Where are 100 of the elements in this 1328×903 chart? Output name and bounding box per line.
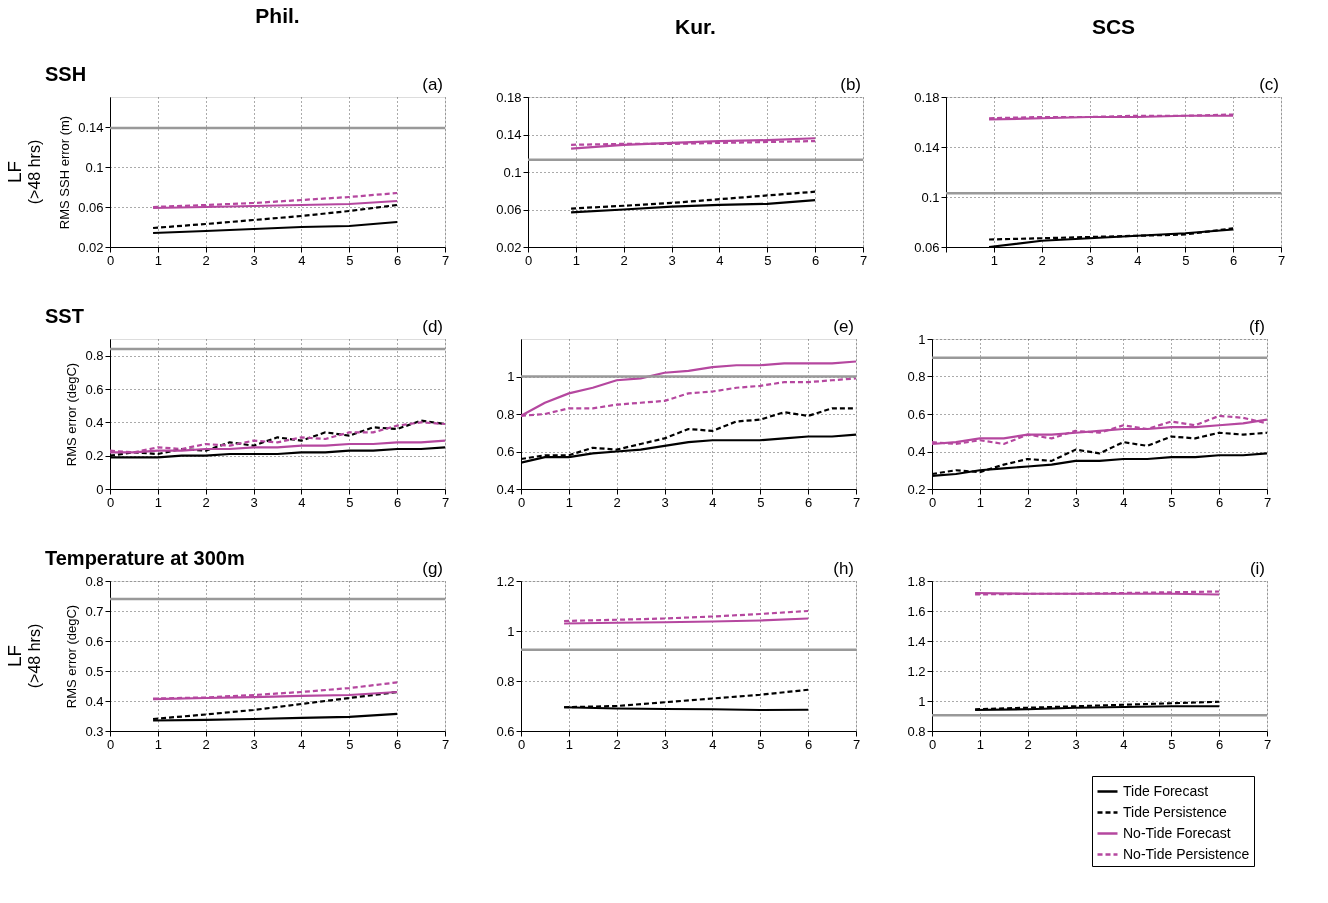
x-tick-label: 3 [250,494,258,510]
y-tick-label: 0.8 [496,406,515,422]
text: (a) [422,75,443,94]
x-tick-label: 0 [106,252,115,268]
x-tick-label: 7 [852,736,861,752]
y-tick-label: 0.8 [907,369,926,384]
y-tick-label: 1 [507,623,515,639]
y-tick-label: 0.8 [907,723,926,739]
chart-title: SCS [1091,15,1136,38]
text: (b) [840,75,861,94]
x-tick-label: 6 [394,494,402,510]
y-tick-label: 1.2 [496,573,515,589]
x-tick-label: 4 [1120,494,1128,510]
y-tick-label: 1 [918,331,926,347]
x-tick-label: 3 [661,494,669,510]
x-tick-label: 6 [1230,252,1238,268]
y-tick-label: 0 [96,481,104,497]
y-tick-label: 0.1 [921,189,940,205]
x-tick-label: 0 [106,494,115,510]
y-tick-label: 0.2 [907,481,926,497]
x-tick-label: 4 [1120,736,1128,752]
x-tick-label: 6 [812,252,820,268]
x-tick-label: 7 [441,252,450,268]
text: LF [4,644,25,668]
y-tick-label: 0.02 [496,239,522,255]
x-tick-label: 2 [1024,494,1032,510]
x-tick-label: 2 [202,252,210,268]
x-tick-label: 7 [1263,494,1272,510]
y-axis-title: RMS error (degC) [64,604,80,709]
y-tick-label: 1 [918,693,926,709]
x-tick-label: 5 [1168,736,1176,752]
x-tick-label: 7 [441,494,450,510]
y-axis-title: RMS error (degC) [64,362,80,467]
chart-title: Kur. [675,15,716,38]
x-tick-label: 1 [990,252,998,268]
x-tick-label: 5 [1168,494,1176,510]
x-tick-label: 5 [757,494,765,510]
x-tick-label: 1 [154,494,162,510]
legend-label: No-Tide Persistence [1123,845,1250,862]
text: (>48 hrs) [26,623,43,689]
x-tick-label: 4 [1134,252,1142,268]
x-tick-label: 1 [572,252,580,268]
x-tick-label: 1 [154,736,162,752]
x-tick-label: 4 [298,494,306,510]
x-tick-label: 5 [757,736,765,752]
chart-subtitle: SSH [45,63,87,85]
x-tick-label: 6 [394,736,402,752]
chart-subtitle: Temperature at 300m [45,547,245,569]
x-tick-label: 1 [976,494,984,510]
x-tick-label: 2 [202,736,210,752]
y-tick-label: 0.8 [496,673,515,689]
y-tick-label: 0.1 [503,164,522,180]
x-tick-label: 1 [154,252,162,268]
text: (>48 hrs) [26,139,43,205]
y-tick-label: 0.18 [914,89,940,105]
x-tick-label: 6 [1216,494,1224,510]
x-tick-label: 0 [524,252,533,268]
text: (e) [833,317,854,336]
y-tick-label: 0.7 [85,603,104,619]
legend-label: No-Tide Forecast [1123,824,1231,841]
x-tick-label: 7 [1263,736,1272,752]
y-tick-label: 0.6 [85,381,104,397]
y-tick-label: 0.5 [85,663,104,679]
x-tick-label: 6 [805,494,813,510]
y-tick-label: 0.06 [914,239,940,255]
chart-subtitle: SST [45,305,84,327]
x-tick-label: 4 [716,252,724,268]
y-tick-label: 0.06 [496,202,522,217]
x-tick-label: 1 [565,494,573,510]
y-tick-label: 0.1 [85,159,104,175]
x-tick-label: 3 [668,252,676,268]
x-tick-label: 1 [565,736,573,752]
y-tick-label: 0.4 [496,481,515,497]
text: (d) [422,317,443,336]
y-tick-label: 0.14 [496,127,522,142]
y-tick-label: 0.6 [496,444,515,459]
x-tick-label: 5 [346,736,354,752]
x-tick-label: 5 [1182,252,1190,268]
y-tick-label: 1 [507,369,515,384]
x-tick-label: 2 [620,252,628,268]
x-tick-label: 6 [805,736,813,752]
x-tick-label: 3 [250,736,258,752]
x-tick-label: 2 [613,494,621,510]
text: (i) [1249,559,1265,578]
x-tick-label: 7 [859,252,868,268]
y-tick-label: 0.06 [78,199,104,215]
x-tick-label: 3 [1086,252,1094,268]
x-tick-label: 7 [1277,252,1286,268]
text: LF [4,160,25,184]
text: (h) [833,559,854,578]
legend-label: Tide Persistence [1123,803,1227,820]
x-tick-label: 3 [1072,494,1080,510]
y-tick-label: 0.6 [907,406,926,422]
x-tick-label: 7 [852,494,861,510]
x-tick-label: 4 [298,736,306,752]
y-tick-label: 1.4 [907,633,926,649]
x-tick-label: 2 [202,494,210,510]
y-tick-label: 0.6 [85,633,104,649]
chart-title: Phil. [255,4,300,27]
y-tick-label: 1.2 [907,663,926,679]
